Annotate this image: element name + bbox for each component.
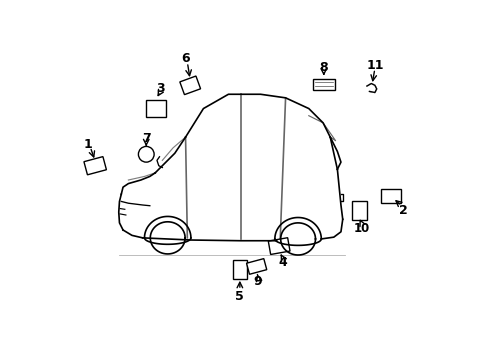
Text: 1: 1: [83, 138, 92, 151]
Bar: [268, 238, 289, 255]
Circle shape: [138, 147, 154, 162]
Polygon shape: [366, 84, 376, 93]
Text: 9: 9: [253, 275, 262, 288]
Text: 7: 7: [142, 132, 150, 145]
Text: 11: 11: [366, 59, 383, 72]
Bar: [146, 100, 165, 117]
Bar: [246, 258, 266, 274]
Text: 8: 8: [319, 61, 327, 74]
Bar: [312, 78, 334, 90]
Bar: [233, 260, 246, 279]
Bar: [180, 76, 200, 95]
Text: 6: 6: [181, 52, 189, 65]
Text: 3: 3: [156, 82, 164, 95]
Text: 2: 2: [398, 204, 407, 217]
Text: 4: 4: [278, 256, 286, 269]
Bar: [380, 189, 400, 203]
Text: 5: 5: [235, 289, 244, 303]
Bar: [351, 201, 366, 220]
Bar: [84, 157, 106, 175]
Text: 10: 10: [353, 222, 369, 235]
